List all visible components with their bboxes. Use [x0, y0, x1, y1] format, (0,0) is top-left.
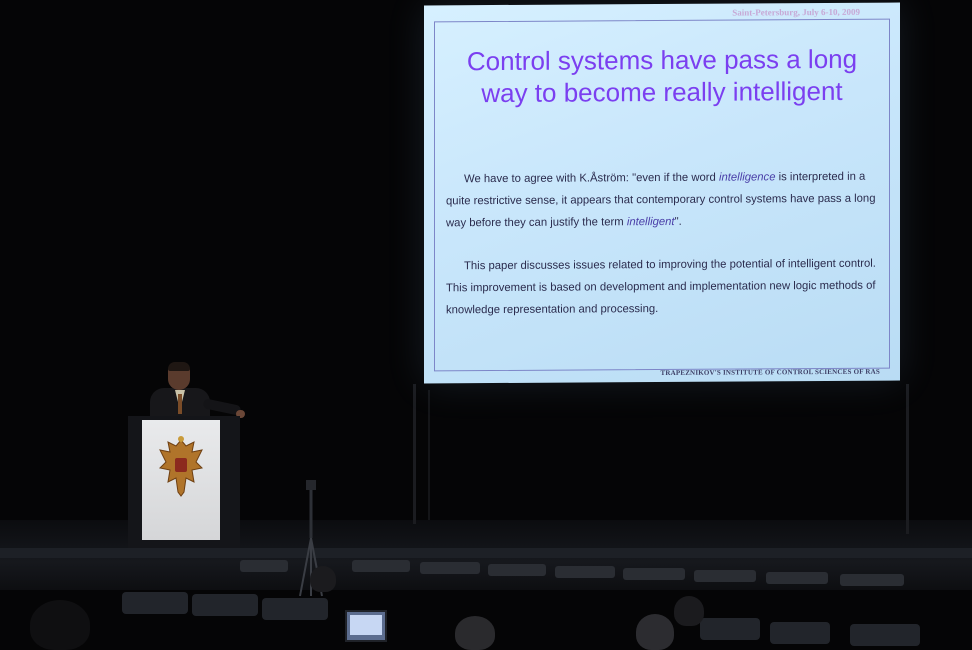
slide-paragraph-1: We have to agree with K.Åström: "even if…	[446, 166, 886, 235]
podium-panel	[142, 420, 220, 540]
slide-paragraph-2: This paper discusses issues related to i…	[446, 253, 886, 322]
seat-back	[850, 624, 920, 646]
para2-text: This paper discusses issues related to i…	[446, 257, 876, 317]
audience-member	[636, 614, 674, 650]
stage-edge	[0, 548, 972, 558]
para1-text-3: ".	[674, 215, 682, 228]
seat-back	[352, 560, 410, 572]
para1-emphasis-2: intelligent	[626, 215, 675, 229]
speaker-hand	[236, 410, 245, 418]
slide-title-line-2: way to become really intelligent	[481, 75, 843, 109]
podium	[128, 416, 240, 548]
seat-back	[192, 594, 258, 616]
seat-back	[694, 570, 756, 582]
seat-back	[700, 618, 760, 640]
speaker-hair	[168, 362, 190, 371]
seat-back	[240, 560, 288, 572]
seat-back	[555, 566, 615, 578]
audience-member	[674, 596, 704, 626]
screen-stand-left-back	[428, 390, 430, 520]
slide-header: Saint-Petersburg, July 6-10, 2009	[732, 6, 860, 18]
audience-member	[455, 616, 495, 650]
slide-footer: TRAPEZNIKOV'S INSTITUTE OF CONTROL SCIEN…	[660, 367, 880, 378]
screen-stand-left	[413, 384, 416, 524]
laptop-screen	[350, 615, 382, 635]
seat-back	[262, 598, 328, 620]
speaker	[148, 362, 248, 422]
screen-stand-right	[906, 384, 909, 534]
laptop	[345, 610, 387, 642]
seat-back	[488, 564, 546, 576]
slide-title-line-1: Control systems have pass a long	[466, 43, 858, 77]
speaker-tie	[178, 394, 182, 414]
para1-text-1: We have to agree with K.Åström: "even if…	[464, 171, 719, 186]
audience-seating	[0, 560, 972, 650]
slide-title: Control systems have pass a long way to …	[444, 43, 880, 110]
seat-back	[420, 562, 480, 574]
double-headed-eagle-emblem-icon	[158, 436, 204, 497]
audience-member	[310, 566, 336, 592]
seat-back	[840, 574, 904, 586]
projection-screen: Saint-Petersburg, July 6-10, 2009 Contro…	[424, 2, 900, 384]
seat-back	[623, 568, 685, 580]
seat-back	[766, 572, 828, 584]
seat-back	[122, 592, 188, 614]
seat-back	[770, 622, 830, 644]
para1-emphasis-1: intelligence	[718, 171, 776, 184]
audience-member	[30, 600, 90, 650]
